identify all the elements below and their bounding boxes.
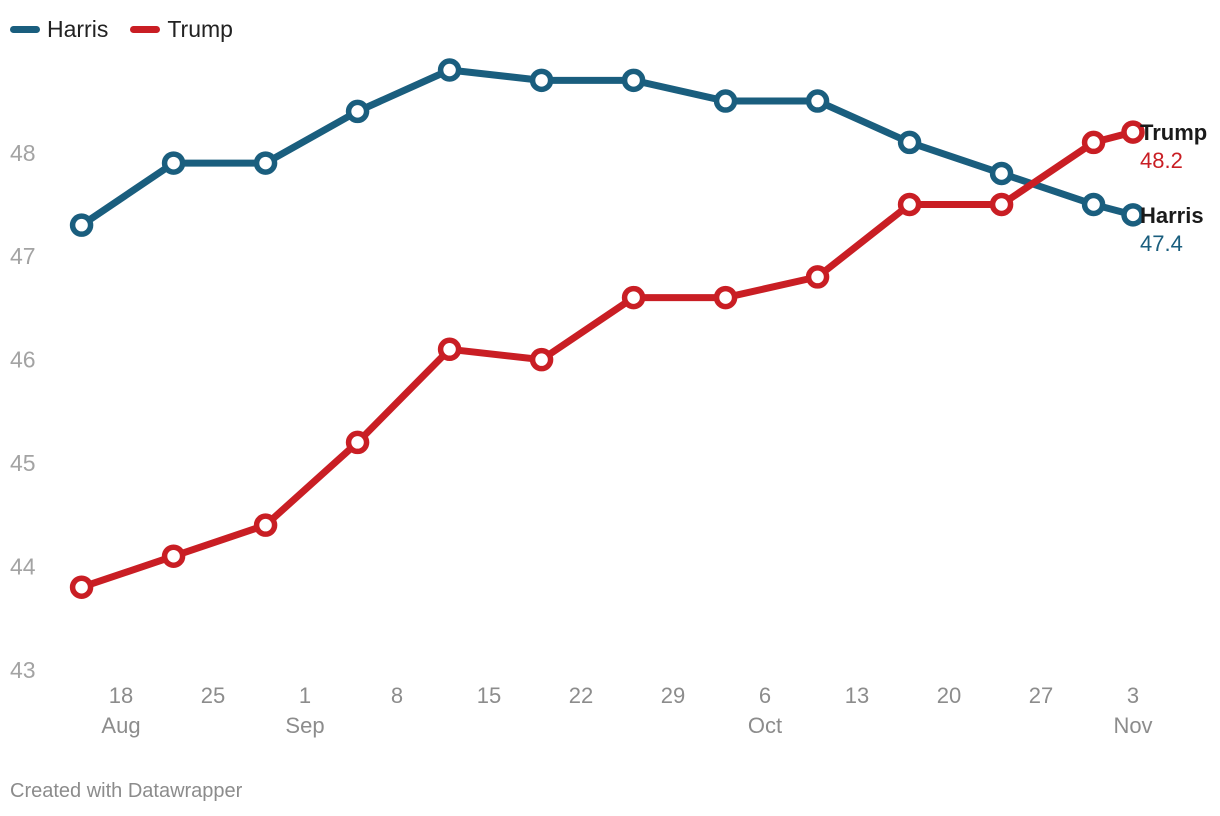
data-point-harris	[805, 89, 830, 113]
data-point-harris	[1081, 192, 1106, 217]
x-tick-month-label: Aug	[101, 713, 140, 738]
data-point-trump	[345, 430, 370, 455]
x-tick-label: 1	[299, 683, 311, 708]
y-tick-label: 45	[10, 450, 36, 476]
y-tick-label: 46	[10, 347, 36, 373]
x-tick-label: 13	[845, 683, 869, 708]
y-tick-label: 44	[10, 554, 36, 580]
x-tick-label: 15	[477, 683, 501, 708]
x-tick-month-label: Nov	[1113, 713, 1152, 738]
legend-label-trump: Trump	[167, 16, 233, 42]
data-point-trump	[1121, 120, 1145, 144]
data-point-harris	[253, 151, 278, 175]
data-point-trump	[805, 265, 830, 289]
data-point-harris	[345, 99, 370, 124]
data-point-harris	[989, 161, 1014, 186]
data-point-harris	[437, 58, 462, 82]
x-tick-label: 22	[569, 683, 593, 708]
legend: Harris Trump	[10, 16, 233, 43]
y-tick-label: 48	[10, 140, 36, 166]
legend-label-harris: Harris	[47, 16, 109, 42]
x-tick-label: 25	[201, 683, 225, 708]
x-tick-month-label: Sep	[285, 713, 324, 738]
data-point-trump	[621, 285, 646, 310]
end-label-trump: Trump	[1140, 120, 1207, 145]
end-value-trump: 48.2	[1140, 148, 1183, 173]
x-tick-label: 18	[109, 683, 133, 708]
x-tick-label: 27	[1029, 683, 1053, 708]
data-point-trump	[1081, 130, 1106, 155]
data-point-harris	[529, 68, 554, 93]
x-tick-label: 20	[937, 683, 961, 708]
data-point-harris	[69, 213, 94, 237]
legend-swatch-harris	[10, 26, 40, 33]
data-point-trump	[253, 513, 278, 537]
data-point-harris	[1121, 203, 1145, 227]
series-line-trump	[78, 128, 1137, 591]
credit-text[interactable]: Created with Datawrapper	[10, 780, 243, 802]
data-point-trump	[529, 347, 554, 372]
data-point-harris	[621, 68, 646, 93]
x-tick-label: 3	[1127, 683, 1139, 708]
legend-item-trump[interactable]: Trump	[130, 16, 233, 43]
legend-swatch-trump	[130, 26, 161, 33]
x-tick-month-label: Oct	[748, 713, 782, 738]
x-tick-label: 6	[759, 683, 771, 708]
data-point-trump	[437, 337, 462, 362]
end-label-harris: Harris	[1140, 203, 1204, 228]
x-tick-label: 8	[391, 683, 403, 708]
data-point-harris	[713, 89, 738, 113]
data-point-trump	[897, 192, 922, 217]
data-point-harris	[161, 151, 186, 175]
y-tick-label: 47	[10, 243, 36, 269]
y-tick-label: 43	[10, 657, 36, 683]
data-point-trump	[161, 544, 186, 568]
x-tick-label: 29	[661, 683, 685, 708]
end-value-harris: 47.4	[1140, 231, 1183, 256]
data-point-trump	[713, 285, 738, 310]
data-point-harris	[897, 130, 922, 155]
data-point-trump	[989, 192, 1014, 217]
data-point-trump	[69, 575, 94, 599]
legend-item-harris[interactable]: Harris	[10, 16, 108, 43]
